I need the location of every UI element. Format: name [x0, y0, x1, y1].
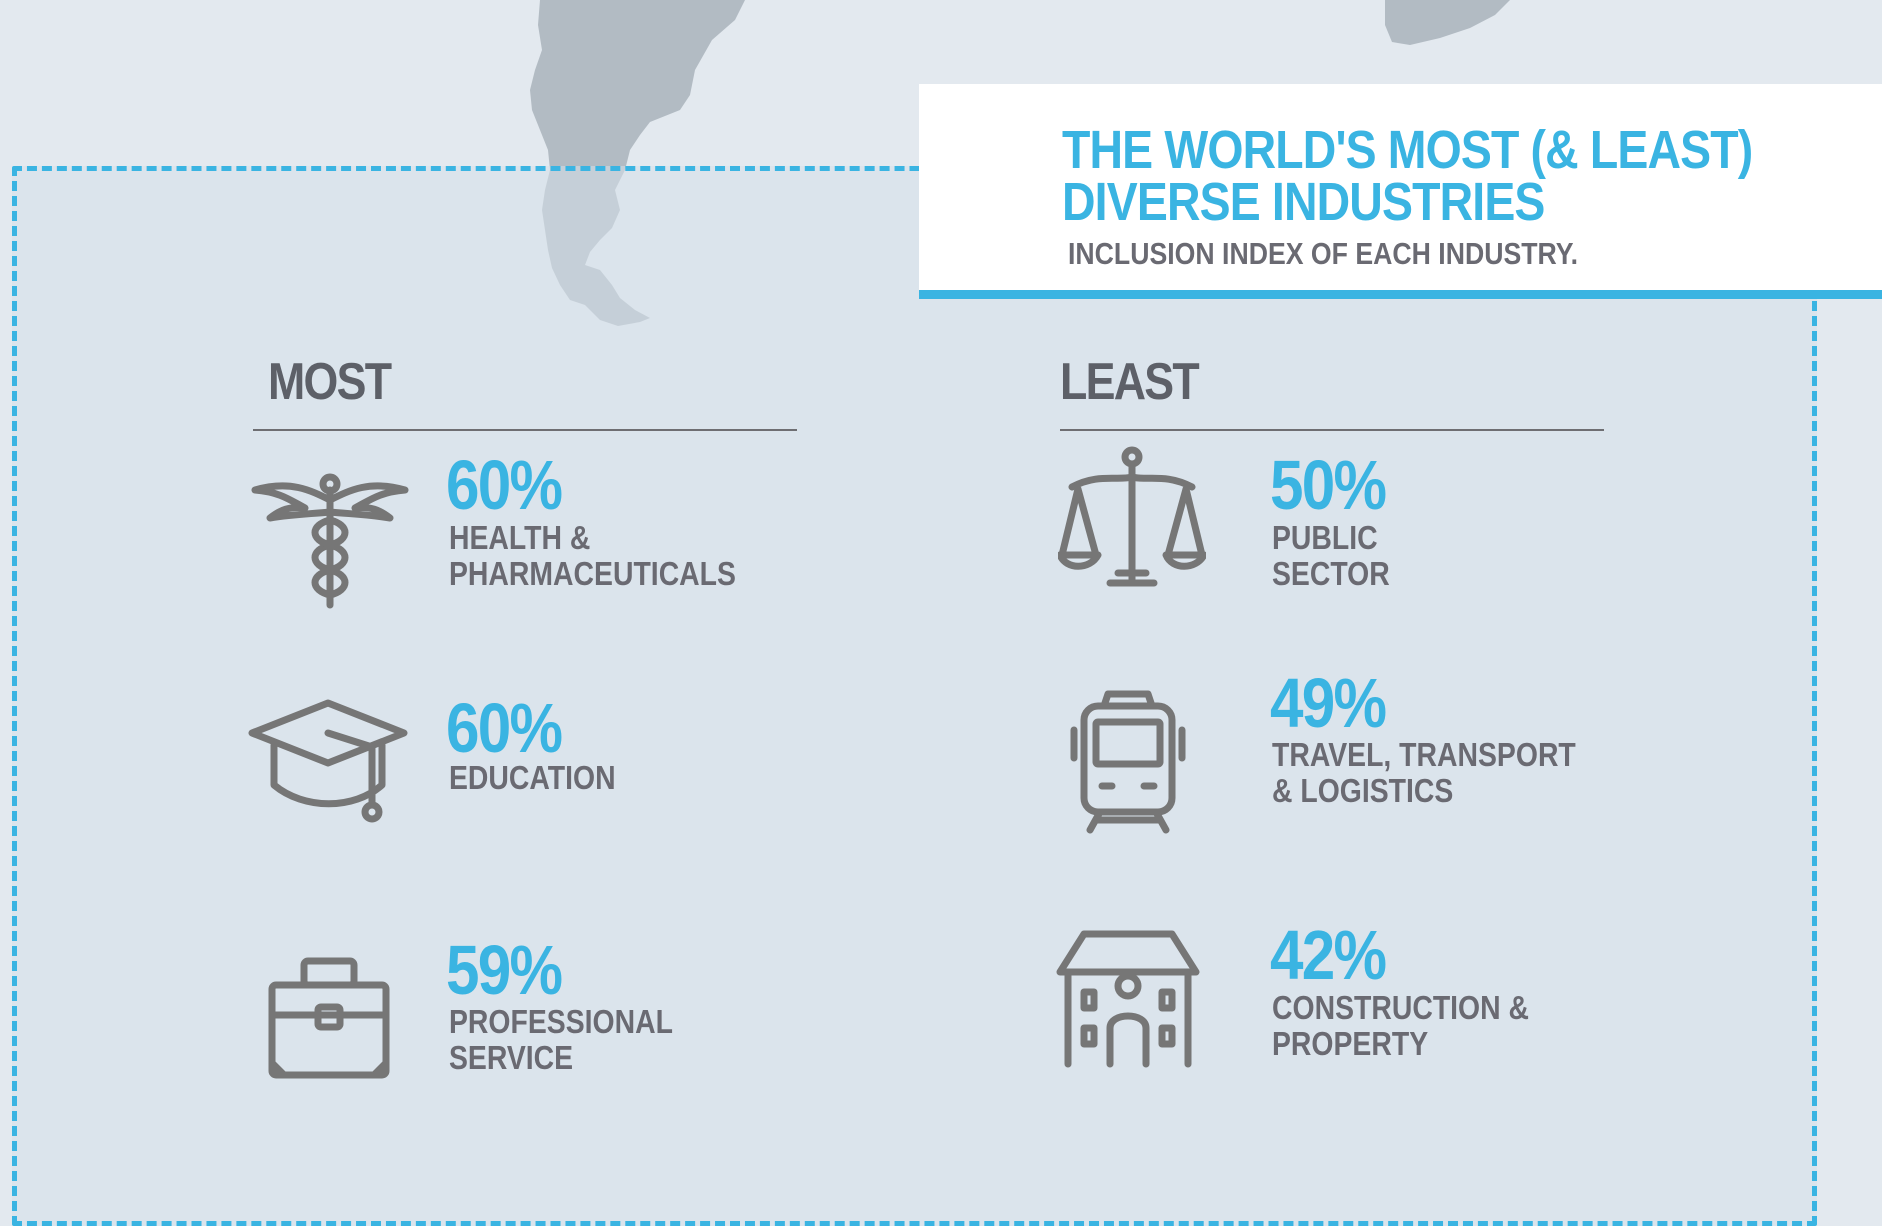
- most-divider: [253, 429, 797, 431]
- caduceus-icon: [251, 473, 409, 609]
- page-subtitle: INCLUSION INDEX OF EACH INDUSTRY.: [1068, 236, 1579, 271]
- scales-icon: [1058, 446, 1206, 587]
- most-heading: MOST: [268, 353, 392, 411]
- most-item-3-percent: 59%: [446, 931, 563, 1009]
- least-item-2-label: TRAVEL, TRANSPORT & LOGISTICS: [1272, 737, 1576, 809]
- most-item-1-line1: HEALTH &: [449, 519, 591, 556]
- least-item-1-line2: SECTOR: [1272, 555, 1390, 592]
- content-frame: [12, 166, 1817, 1226]
- least-heading: LEAST: [1060, 353, 1200, 411]
- house-icon: [1056, 930, 1200, 1068]
- least-item-1-line1: PUBLIC: [1272, 519, 1378, 556]
- least-divider: [1060, 429, 1604, 431]
- briefcase-icon: [268, 957, 390, 1079]
- page-title: THE WORLD'S MOST (& LEAST) DIVERSE INDUS…: [1062, 123, 1753, 229]
- least-item-2-line1: TRAVEL, TRANSPORT: [1272, 736, 1576, 773]
- most-item-2-percent: 60%: [446, 689, 563, 767]
- least-item-1-percent: 50%: [1270, 446, 1387, 524]
- title-line-2: DIVERSE INDUSTRIES: [1062, 172, 1545, 232]
- most-item-3-line2: SERVICE: [449, 1039, 574, 1076]
- most-item-2-line1: EDUCATION: [449, 759, 616, 796]
- most-item-3-label: PROFESSIONAL SERVICE: [449, 1004, 673, 1076]
- least-item-3-line2: PROPERTY: [1272, 1025, 1429, 1062]
- title-line-1: THE WORLD'S MOST (& LEAST): [1062, 120, 1753, 180]
- most-item-1-percent: 60%: [446, 446, 563, 524]
- least-item-3-label: CONSTRUCTION & PROPERTY: [1272, 990, 1529, 1062]
- least-item-2-line2: & LOGISTICS: [1272, 772, 1454, 809]
- title-box: [919, 84, 1882, 299]
- most-item-3-line1: PROFESSIONAL: [449, 1003, 673, 1040]
- most-item-1-line2: PHARMACEUTICALS: [449, 555, 736, 592]
- train-icon: [1070, 690, 1186, 834]
- graduation-cap-icon: [248, 699, 408, 823]
- least-item-3-percent: 42%: [1270, 916, 1387, 994]
- least-item-3-line1: CONSTRUCTION &: [1272, 989, 1529, 1026]
- least-item-1-label: PUBLIC SECTOR: [1272, 520, 1390, 592]
- most-item-1-label: HEALTH & PHARMACEUTICALS: [449, 520, 736, 592]
- least-item-2-percent: 49%: [1270, 664, 1387, 742]
- most-item-2-label: EDUCATION: [449, 760, 616, 796]
